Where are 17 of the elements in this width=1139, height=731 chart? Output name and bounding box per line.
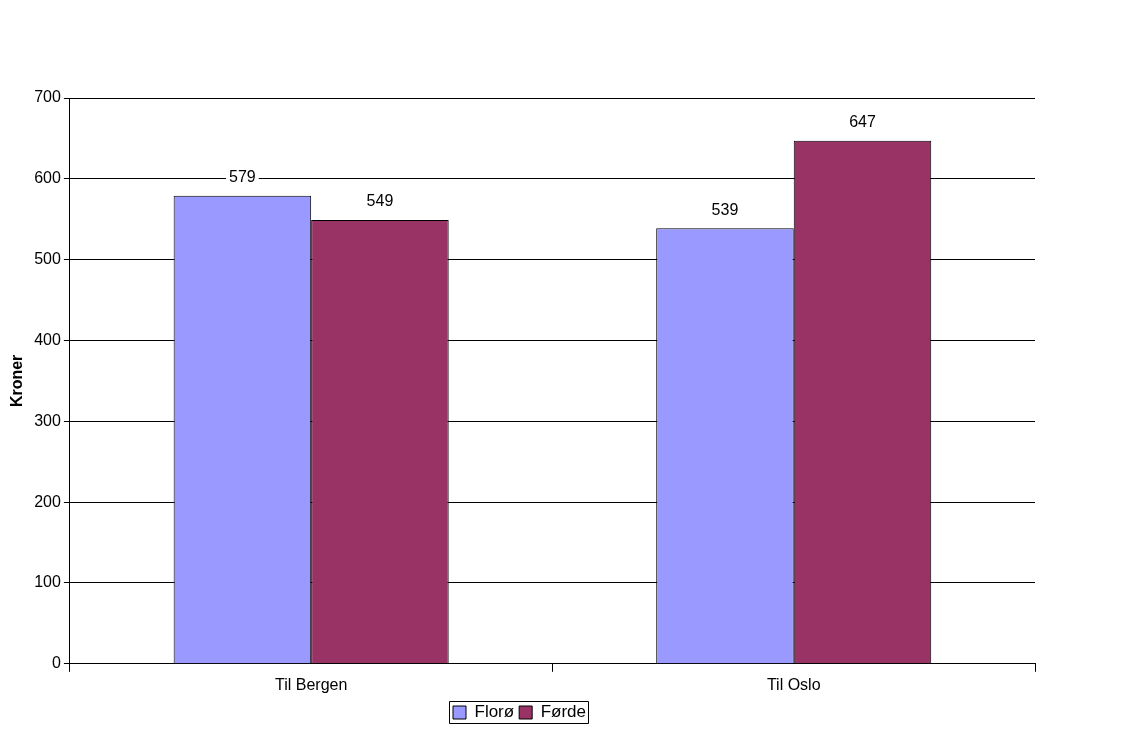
legend-label: Førde [540, 702, 586, 722]
y-tick-label: 700 [34, 88, 61, 106]
data-label: 539 [711, 200, 739, 218]
data-label: 549 [366, 192, 394, 210]
y-tick-label: 0 [51, 654, 61, 672]
y-tick-label: 100 [34, 573, 61, 591]
y-tick-label: 600 [34, 169, 61, 187]
data-label: 647 [849, 113, 876, 131]
y-tick-label: 500 [34, 250, 61, 268]
x-tick-label: Til Oslo [766, 675, 821, 693]
x-tick-label: Til Bergen [275, 675, 348, 693]
y-tick-label: 400 [34, 330, 61, 348]
y-tick-label: 300 [34, 411, 61, 429]
y-axis-title: Kroner [8, 354, 26, 408]
y-tick-label: 200 [34, 492, 61, 510]
data-label: 579 [229, 168, 256, 186]
legend-label: Florø [474, 702, 515, 722]
